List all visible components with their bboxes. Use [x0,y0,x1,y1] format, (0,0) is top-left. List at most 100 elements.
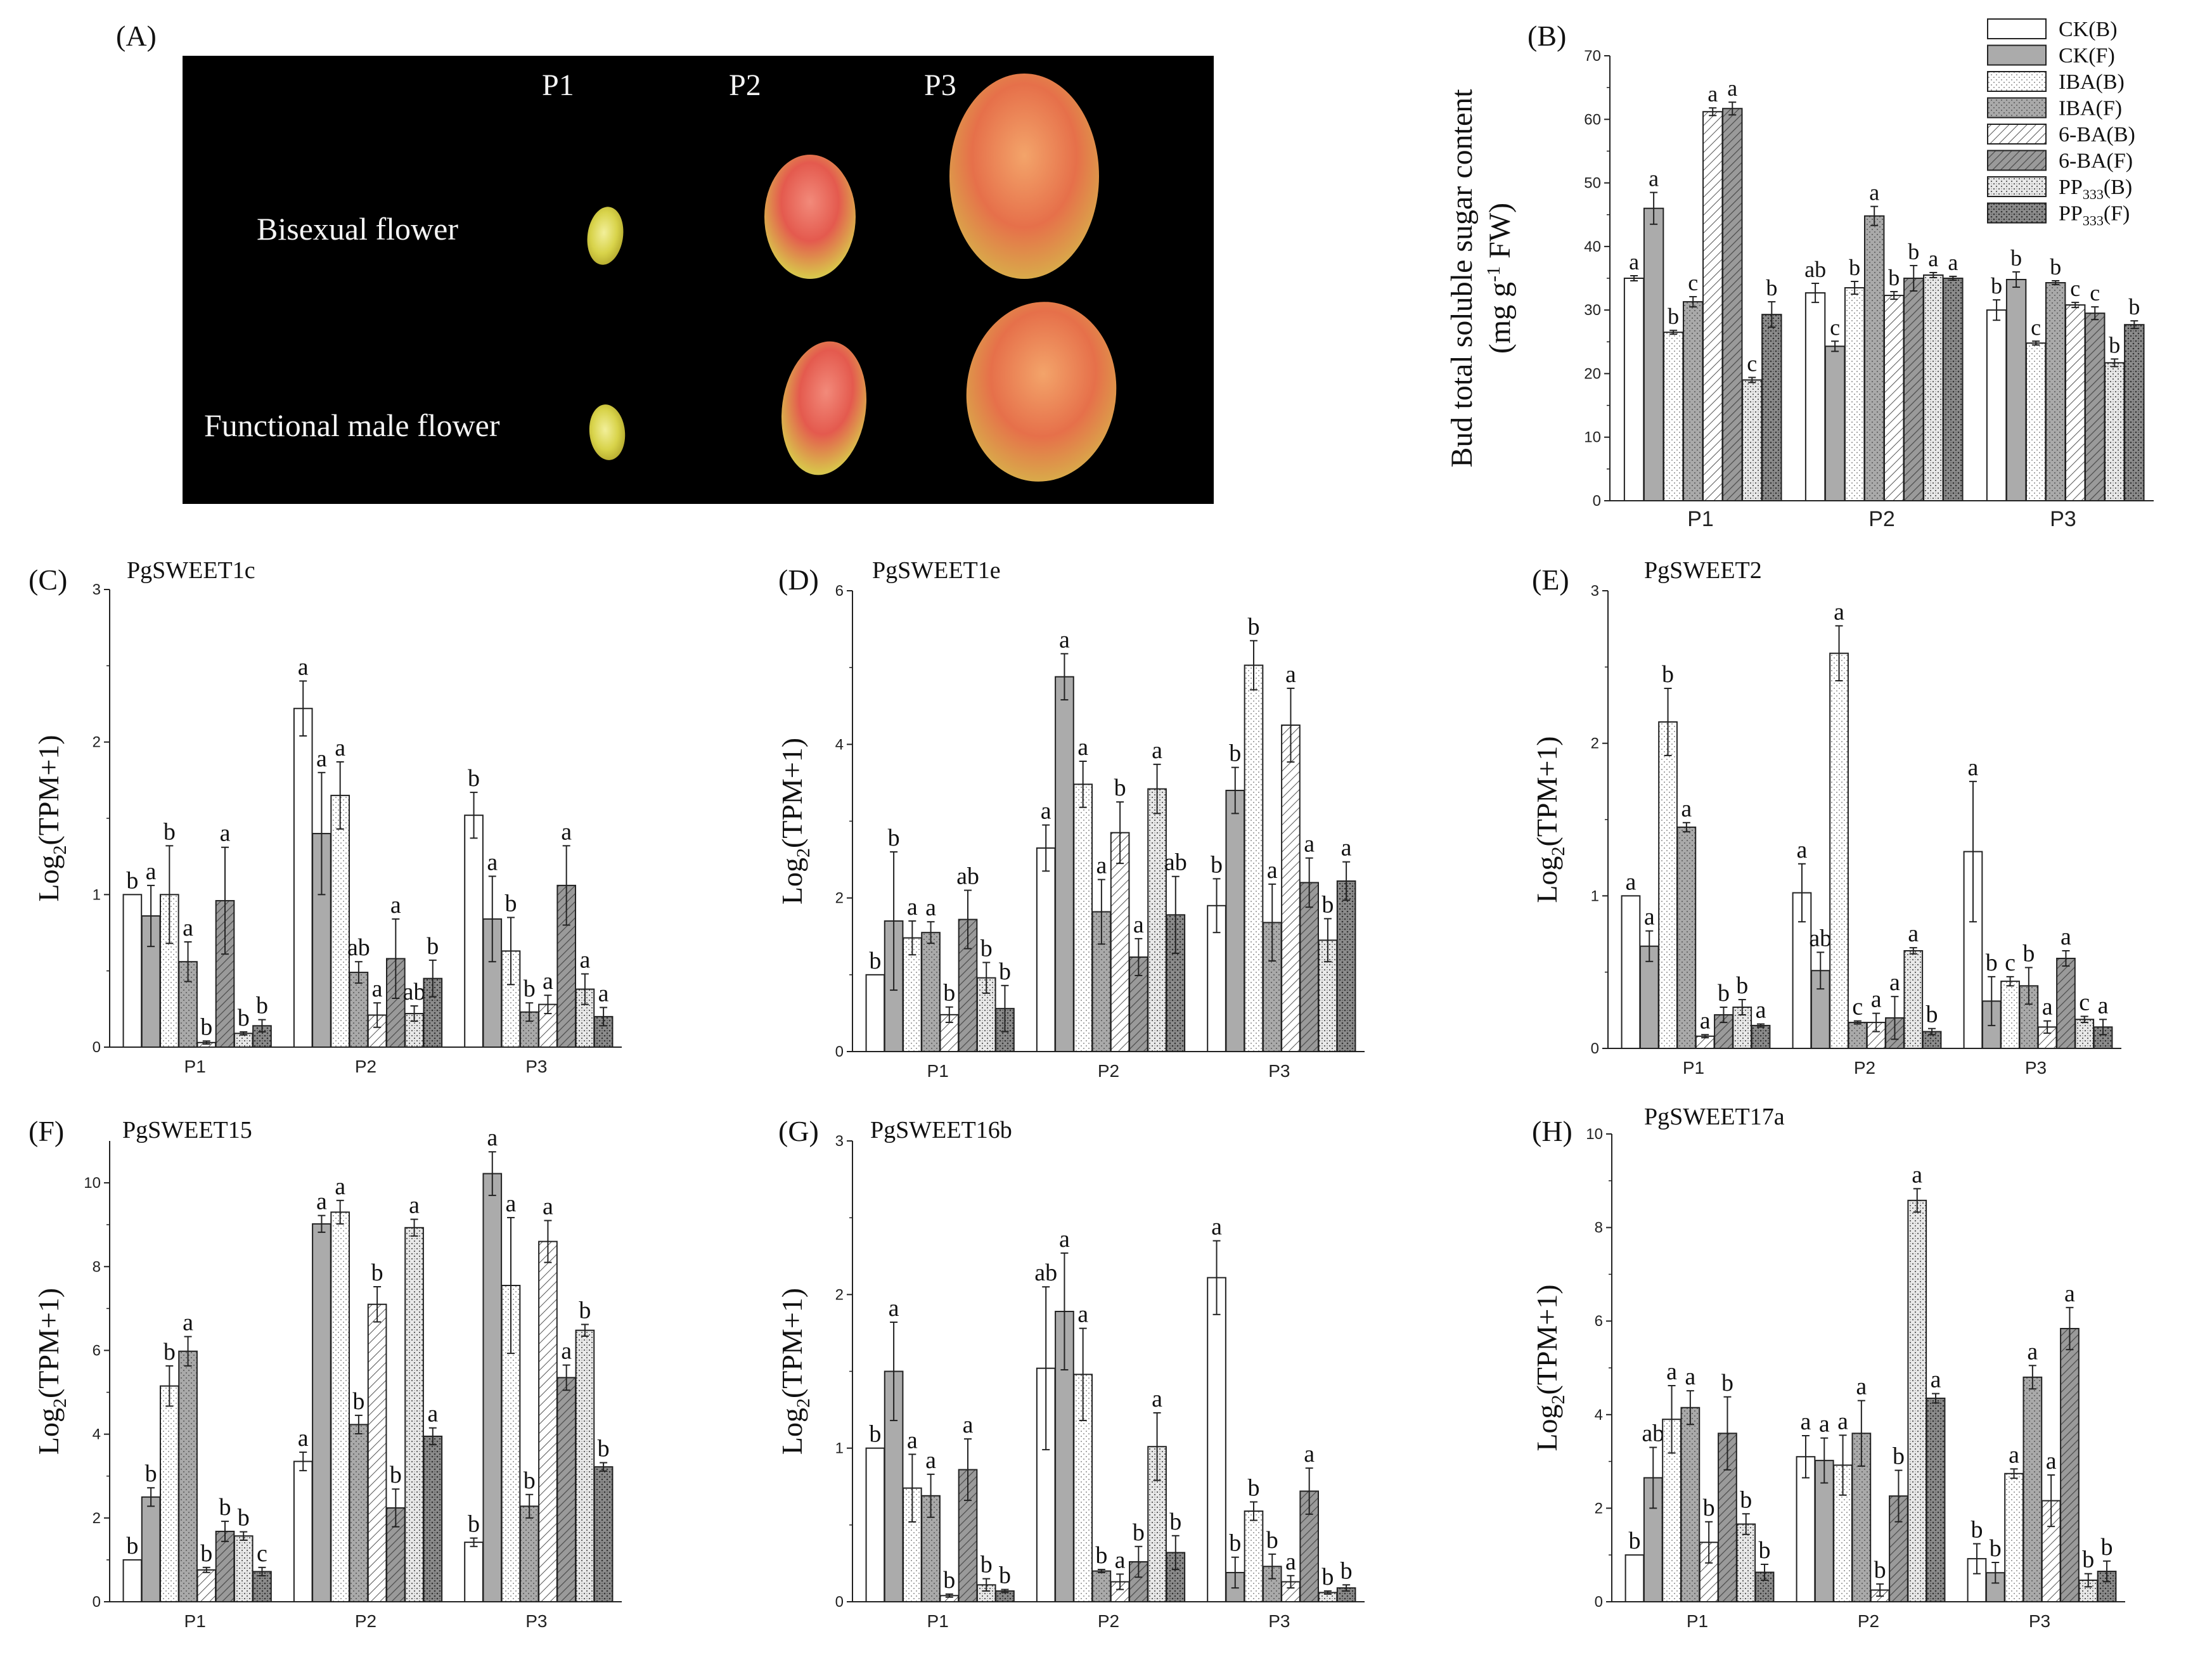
significance-letter: b [352,1388,364,1415]
significance-letter: b [1247,1474,1259,1501]
significance-letter: a [1666,1358,1677,1385]
bud-bisexual-p1 [587,207,624,265]
significance-letter: b [1703,1495,1715,1521]
significance-letter: c [2090,280,2100,306]
significance-letter: b [869,1421,881,1448]
significance-letter: b [164,818,176,845]
significance-letter: a [1819,1411,1830,1438]
significance-letter: b [1628,1528,1640,1554]
bar [312,833,331,1048]
significance-letter: a [543,1194,553,1220]
y-tick-label: 0 [1593,493,1601,510]
significance-letter: c [1852,994,1863,1021]
y-axis-label: Log2(TPM+1) [1531,1284,1569,1451]
significance-letter: b [524,1467,536,1494]
bar [2000,981,2020,1050]
significance-letter: c [1747,351,1757,376]
bar [312,1223,331,1602]
significance-letter: a [2064,1280,2075,1307]
significance-letter: a [1059,626,1070,653]
bar [482,1173,503,1602]
bar [423,1435,443,1602]
significance-letter: b [1759,1537,1771,1564]
y-tick-label: 1 [835,1440,844,1457]
bar [1676,827,1697,1049]
bar [1225,790,1245,1052]
y-tick-label: 1 [1591,887,1599,905]
x-category-label: P3 [2029,1611,2050,1631]
y-tick-label: 2 [1595,1500,1603,1517]
significance-letter: a [2009,1441,2019,1468]
significance-letter: b [145,1460,157,1487]
bar [1662,332,1684,501]
bar [159,1385,179,1603]
x-category-label: P1 [1687,1611,1708,1631]
significance-letter: a [543,968,553,995]
bar [330,1211,350,1602]
significance-letter: b [371,1259,383,1286]
significance-letter: a [1928,246,1938,271]
bar [2005,279,2027,501]
significance-letter: a [2046,1448,2057,1474]
x-category-label: P1 [927,1061,949,1081]
y-axis-label: Log2(TPM+1) [776,1288,814,1455]
significance-letter: a [1727,75,1737,101]
significance-letter: a [1707,81,1718,106]
significance-letter: b [1888,265,1900,290]
significance-letter: b [126,867,138,894]
bar [1702,111,1723,502]
significance-letter: ab [1164,849,1187,876]
significance-letter: a [372,976,383,1002]
bar [1336,880,1356,1052]
y-tick-label: 0 [1591,1040,1599,1057]
y-tick-label: 2 [835,1286,844,1303]
bar [2022,1376,2043,1602]
bar [464,1542,484,1602]
bar [2025,342,2047,502]
significance-letter: b [2128,294,2140,319]
significance-letter: a [1644,904,1655,931]
significance-letter: a [1834,598,1844,625]
significance-letter: b [2022,940,2035,967]
significance-letter: a [409,1192,420,1219]
bar [141,1496,161,1602]
y-tick-label: 2 [93,734,101,751]
panel-label-f: (F) [29,1115,64,1147]
significance-letter: a [1649,166,1659,191]
significance-letter: b [1169,1509,1181,1535]
significance-letter: b [2010,245,2022,271]
bar [196,1569,217,1603]
significance-letter: a [1869,180,1879,205]
bar [575,1329,595,1603]
significance-letter: ab [347,934,370,961]
y-tick-label: 6 [93,1342,101,1359]
panel-label-h: (H) [1532,1115,1572,1147]
significance-letter: b [2109,332,2120,357]
significance-letter: ab [956,863,979,890]
x-category-label: P1 [1683,1058,1704,1078]
y-tick-label: 40 [1584,238,1601,255]
significance-letter: ab [1642,1420,1664,1446]
significance-letter: a [1931,1367,1941,1393]
panel-label-e: (E) [1532,563,1569,596]
bar [921,932,941,1052]
bar [1907,1199,1927,1602]
x-category-label: P2 [355,1611,376,1631]
significance-letter: a [1908,920,1919,947]
x-category-label: P3 [2025,1058,2047,1078]
significance-letter: a [316,745,327,772]
bar [1110,832,1130,1053]
significance-letter: a [1681,795,1692,822]
bar [1722,108,1743,502]
bar [233,1535,254,1603]
significance-letter: a [335,735,345,761]
bar [1923,274,1944,501]
bar [2074,1019,2095,1049]
legend-label: 6-BA(F) [2059,150,2133,173]
x-category-label: P3 [1268,1611,1290,1631]
legend-label: IBA(B) [2059,70,2125,94]
legend-swatch [1987,18,2047,39]
legend-swatch [1987,44,2047,66]
panel-label-b: (B) [1527,20,1566,52]
